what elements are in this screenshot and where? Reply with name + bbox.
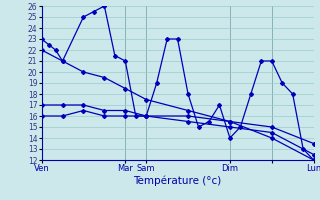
X-axis label: Température (°c): Température (°c) <box>133 176 222 186</box>
